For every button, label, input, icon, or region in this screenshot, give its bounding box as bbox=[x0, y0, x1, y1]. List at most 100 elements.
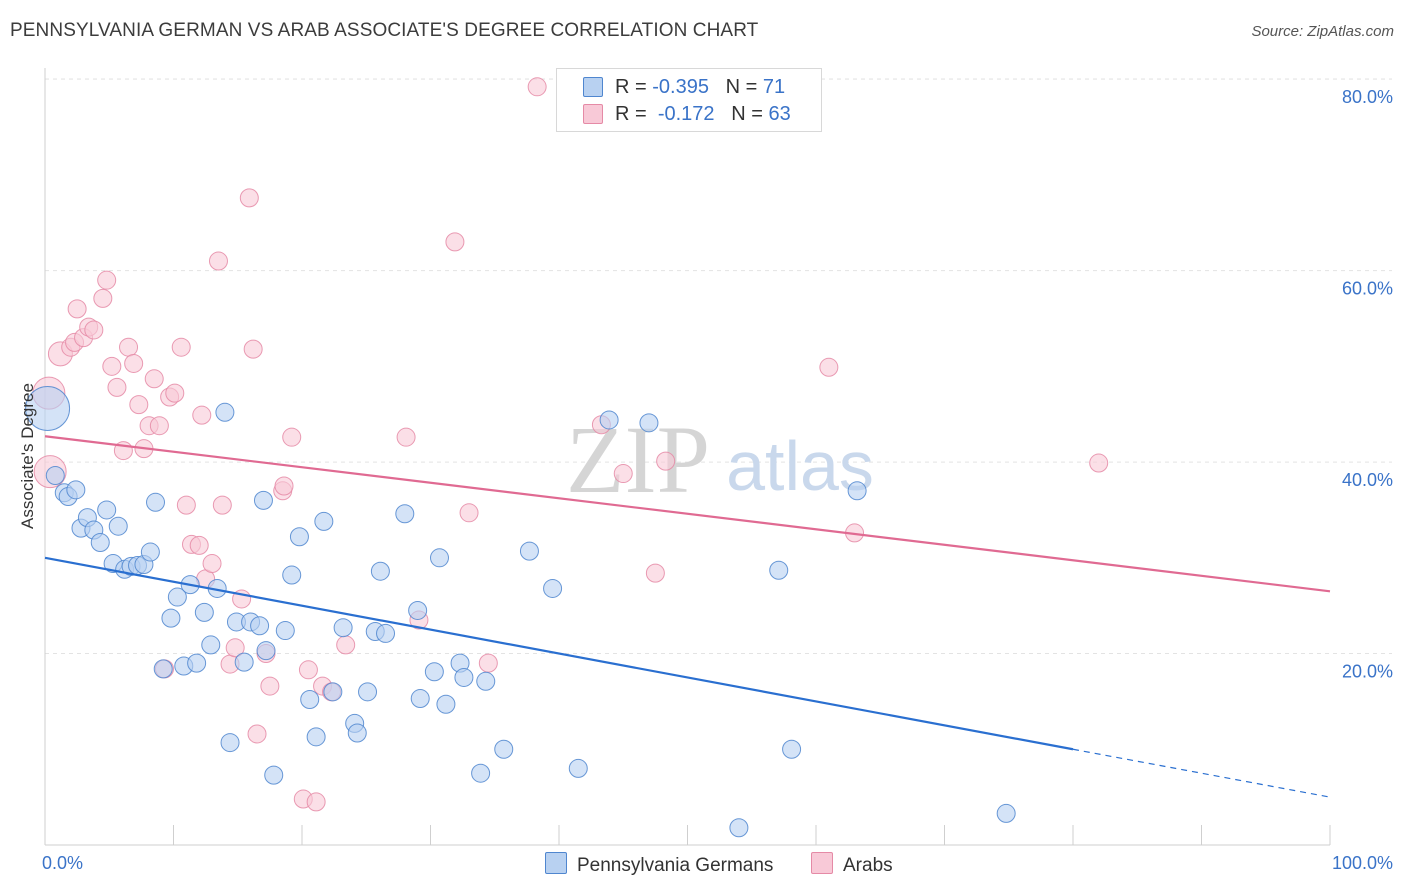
arab-point[interactable] bbox=[202, 554, 222, 574]
pennsylvania-german-point[interactable] bbox=[471, 763, 491, 783]
pennsylvania-german-point[interactable] bbox=[90, 532, 110, 552]
arab-point[interactable] bbox=[459, 503, 479, 523]
arab-point[interactable] bbox=[67, 299, 87, 319]
arab-point[interactable] bbox=[336, 635, 356, 655]
pennsylvania-german-point[interactable] bbox=[476, 671, 496, 691]
arab-point[interactable] bbox=[243, 339, 263, 359]
arab-point[interactable] bbox=[176, 495, 196, 515]
pennsylvania-german-point[interactable] bbox=[782, 739, 802, 759]
pennsylvania-german-point[interactable] bbox=[847, 481, 867, 501]
arab-point[interactable] bbox=[298, 660, 318, 680]
pennsylvania-german-point[interactable] bbox=[256, 641, 276, 661]
arab-point[interactable] bbox=[149, 416, 169, 436]
arab-point[interactable] bbox=[225, 638, 245, 658]
legend-item-pennsylvania-germans[interactable]: Pennsylvania Germans bbox=[545, 852, 773, 877]
arab-point[interactable] bbox=[129, 395, 149, 415]
arab-point[interactable] bbox=[84, 320, 104, 340]
arab-point[interactable] bbox=[527, 77, 547, 97]
pennsylvania-german-point[interactable] bbox=[639, 413, 659, 433]
pennsylvania-german-point[interactable] bbox=[454, 667, 474, 687]
pennsylvania-german-point[interactable] bbox=[314, 511, 334, 531]
pennsylvania-german-point[interactable] bbox=[347, 723, 367, 743]
pennsylvania-german-point[interactable] bbox=[729, 818, 749, 838]
pennsylvania-german-point[interactable] bbox=[408, 600, 428, 620]
pennsylvania-german-point[interactable] bbox=[153, 659, 173, 679]
arab-point[interactable] bbox=[819, 357, 839, 377]
pennsylvania-german-point[interactable] bbox=[376, 623, 396, 643]
arab-point[interactable] bbox=[613, 464, 633, 484]
pennsylvania-german-point[interactable] bbox=[194, 602, 214, 622]
pennsylvania-german-point[interactable] bbox=[436, 694, 456, 714]
pennsylvania-german-point[interactable] bbox=[300, 689, 320, 709]
pennsylvania-german-point[interactable] bbox=[140, 542, 160, 562]
pennsylvania-german-point[interactable] bbox=[429, 548, 449, 568]
arab-point[interactable] bbox=[102, 356, 122, 376]
pennsylvania-german-point[interactable] bbox=[187, 653, 207, 673]
arab-point[interactable] bbox=[144, 369, 164, 389]
arab-point[interactable] bbox=[656, 451, 676, 471]
arab-point[interactable] bbox=[645, 563, 665, 583]
pennsylvania-german-point[interactable] bbox=[250, 616, 270, 636]
watermark: ZIP atlas bbox=[566, 406, 874, 513]
arab-point[interactable] bbox=[165, 383, 185, 403]
chart-title: PENNSYLVANIA GERMAN VS ARAB ASSOCIATE'S … bbox=[10, 20, 759, 41]
pennsylvania-german-point[interactable] bbox=[519, 541, 539, 561]
arab-point[interactable] bbox=[171, 337, 191, 357]
arab-point[interactable] bbox=[260, 676, 280, 696]
pennsylvania-german-point[interactable] bbox=[306, 727, 326, 747]
arab-point[interactable] bbox=[119, 337, 139, 357]
pennsylvania-german-point[interactable] bbox=[234, 652, 254, 672]
pennsylvania-german-point[interactable] bbox=[769, 560, 789, 580]
arab-point[interactable] bbox=[445, 232, 465, 252]
pennsylvania-german-point[interactable] bbox=[395, 504, 415, 524]
pennsylvania-german-point[interactable] bbox=[253, 490, 273, 510]
pennsylvania-german-point[interactable] bbox=[358, 682, 378, 702]
pennsylvania-german-point[interactable] bbox=[264, 765, 284, 785]
arab-point[interactable] bbox=[274, 476, 294, 496]
arab-point[interactable] bbox=[282, 427, 302, 447]
arab-point[interactable] bbox=[1089, 453, 1109, 473]
pennsylvania-german-point[interactable] bbox=[282, 565, 302, 585]
pennsylvania-german-point[interactable] bbox=[568, 758, 588, 778]
legend-swatch-pink bbox=[583, 104, 603, 124]
arab-point[interactable] bbox=[396, 427, 416, 447]
pennsylvania-german-point[interactable] bbox=[215, 402, 235, 422]
pennsylvania-german-point[interactable] bbox=[275, 621, 295, 641]
pennsylvania-german-point[interactable] bbox=[370, 561, 390, 581]
pennsylvania-german-point[interactable] bbox=[289, 527, 309, 547]
pennsylvania-german-point[interactable] bbox=[410, 689, 430, 709]
arab-point[interactable] bbox=[97, 270, 117, 290]
arab-point[interactable] bbox=[239, 188, 259, 208]
pennsylvania-german-point[interactable] bbox=[167, 587, 187, 607]
pennsylvania-german-point[interactable] bbox=[97, 500, 117, 520]
arab-point[interactable] bbox=[247, 724, 267, 744]
pennsylvania-german-point[interactable] bbox=[161, 608, 181, 628]
pennsylvania-german-point[interactable] bbox=[108, 516, 128, 536]
legend-item-arabs[interactable]: Arabs bbox=[811, 852, 893, 877]
legend-swatch-blue bbox=[545, 852, 567, 874]
pennsylvania-german-point[interactable] bbox=[66, 480, 86, 500]
arab-point[interactable] bbox=[93, 288, 113, 308]
arab-point[interactable] bbox=[306, 792, 326, 812]
arab-point[interactable] bbox=[192, 405, 212, 425]
pennsylvania-german-point[interactable] bbox=[333, 618, 353, 638]
pennsylvania-german-point[interactable] bbox=[201, 635, 221, 655]
arab-point[interactable] bbox=[478, 653, 498, 673]
arab-point[interactable] bbox=[208, 251, 228, 271]
arab-point[interactable] bbox=[124, 353, 144, 373]
arab-point[interactable] bbox=[107, 377, 127, 397]
pennsylvania-german-point[interactable] bbox=[25, 385, 71, 431]
pennsylvania-german-point[interactable] bbox=[220, 733, 240, 753]
arab-point[interactable] bbox=[212, 495, 232, 515]
pennsylvania-german-point[interactable] bbox=[323, 682, 343, 702]
pennsylvania-german-point[interactable] bbox=[424, 662, 444, 682]
trendline-arabs bbox=[44, 435, 1331, 593]
pennsylvania-german-point[interactable] bbox=[494, 739, 514, 759]
pennsylvania-german-point[interactable] bbox=[599, 410, 619, 430]
pennsylvania-german-point[interactable] bbox=[146, 492, 166, 512]
pennsylvania-german-point[interactable] bbox=[543, 578, 563, 598]
arab-point[interactable] bbox=[189, 535, 209, 555]
pennsylvania-german-point[interactable] bbox=[45, 465, 65, 485]
pennsylvania-german-point[interactable] bbox=[996, 803, 1016, 823]
